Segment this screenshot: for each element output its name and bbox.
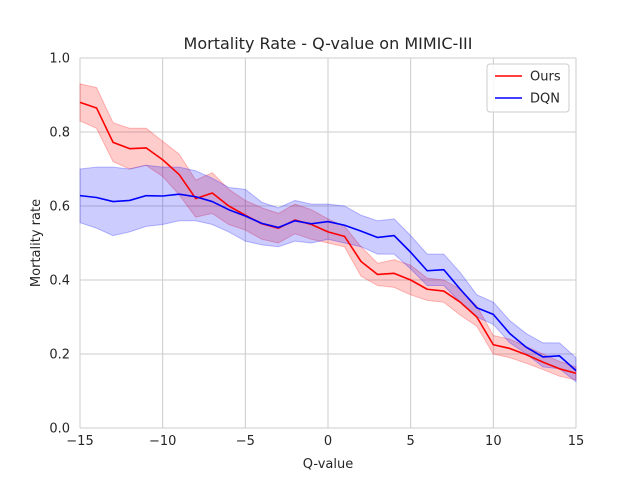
legend-label-ours: Ours [530,70,561,85]
legend: Ours DQN [486,63,570,113]
x-axis-label: Q-value [303,457,353,472]
y-axis-label: Mortality rate [29,199,44,287]
x-tick-label: −15 [66,434,93,449]
grid [79,57,577,429]
series-lines [79,101,577,375]
y-tick-label: 0.4 [49,274,70,289]
legend-label-dqn: DQN [530,92,560,107]
y-tick-label: 0.2 [49,348,70,363]
x-tick-label: −5 [236,434,255,449]
x-tick-label: 15 [568,434,585,449]
chart-title: Mortality Rate - Q-value on MIMIC-III [184,34,473,53]
line-dqn [79,193,577,372]
x-tick-label: −10 [149,434,176,449]
x-tick-label: 0 [324,434,332,449]
tick-labels: −15 −10 −5 0 5 10 15 0.0 0.2 0.4 0.6 0.8 1.0 [49,52,584,450]
y-tick-label: 0.6 [49,200,70,215]
y-tick-label: 0.8 [49,126,70,141]
line-ours [79,101,577,375]
y-tick-label: 0.0 [49,422,70,437]
band-dqn [79,164,577,383]
y-tick-label: 1.0 [49,52,70,67]
x-tick-label: 10 [485,434,502,449]
x-tick-label: 5 [407,434,415,449]
